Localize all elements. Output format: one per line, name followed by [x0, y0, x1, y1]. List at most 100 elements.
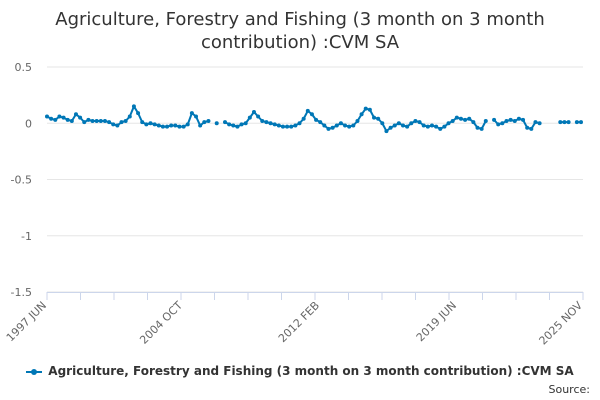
- data-point[interactable]: [305, 108, 310, 113]
- data-point[interactable]: [86, 117, 91, 122]
- data-point[interactable]: [512, 119, 517, 123]
- data-point[interactable]: [458, 116, 463, 121]
- data-point[interactable]: [94, 119, 99, 123]
- data-point[interactable]: [247, 115, 252, 120]
- data-point[interactable]: [256, 114, 261, 119]
- data-point[interactable]: [579, 120, 583, 125]
- data-point[interactable]: [140, 120, 145, 125]
- data-point[interactable]: [115, 123, 120, 128]
- data-point[interactable]: [280, 124, 285, 129]
- data-point[interactable]: [165, 124, 170, 129]
- data-point[interactable]: [111, 122, 116, 127]
- data-point[interactable]: [359, 112, 364, 117]
- data-point[interactable]: [380, 121, 385, 126]
- data-point[interactable]: [268, 121, 273, 126]
- data-point[interactable]: [566, 120, 571, 125]
- data-point[interactable]: [185, 122, 190, 127]
- data-point[interactable]: [330, 125, 335, 130]
- data-point[interactable]: [45, 114, 49, 119]
- data-point[interactable]: [231, 123, 236, 128]
- data-point[interactable]: [417, 120, 422, 125]
- data-point[interactable]: [189, 111, 194, 116]
- data-point[interactable]: [326, 126, 331, 131]
- data-point[interactable]: [65, 117, 70, 122]
- data-point[interactable]: [405, 124, 410, 129]
- data-point[interactable]: [446, 121, 451, 126]
- data-point[interactable]: [98, 119, 103, 123]
- data-point[interactable]: [363, 106, 368, 111]
- data-point[interactable]: [152, 122, 157, 127]
- data-point[interactable]: [334, 123, 339, 128]
- data-point[interactable]: [537, 121, 542, 126]
- data-point[interactable]: [475, 125, 480, 130]
- data-point[interactable]: [318, 120, 323, 125]
- data-point[interactable]: [529, 126, 534, 131]
- data-point[interactable]: [479, 126, 484, 131]
- data-point[interactable]: [314, 117, 319, 122]
- data-point[interactable]: [396, 121, 401, 126]
- data-point[interactable]: [136, 111, 141, 116]
- data-point[interactable]: [388, 125, 393, 130]
- data-point[interactable]: [119, 120, 124, 125]
- data-point[interactable]: [392, 123, 397, 128]
- data-point[interactable]: [574, 120, 579, 125]
- data-point[interactable]: [508, 117, 513, 122]
- data-point[interactable]: [73, 112, 78, 117]
- data-point[interactable]: [309, 112, 314, 117]
- data-point[interactable]: [173, 123, 178, 128]
- data-point[interactable]: [434, 124, 439, 129]
- data-point[interactable]: [198, 123, 203, 128]
- data-point[interactable]: [57, 114, 62, 119]
- data-point[interactable]: [177, 124, 182, 129]
- data-point[interactable]: [251, 110, 256, 114]
- data-point[interactable]: [102, 119, 107, 123]
- data-point[interactable]: [338, 121, 343, 126]
- data-point[interactable]: [276, 123, 281, 128]
- data-point[interactable]: [123, 119, 128, 123]
- data-point[interactable]: [438, 126, 443, 131]
- data-point[interactable]: [194, 114, 199, 119]
- data-point[interactable]: [293, 123, 298, 128]
- data-point[interactable]: [343, 123, 348, 128]
- data-point[interactable]: [500, 121, 505, 126]
- data-point[interactable]: [260, 119, 265, 123]
- data-point[interactable]: [413, 119, 418, 123]
- data-point[interactable]: [322, 123, 327, 128]
- data-point[interactable]: [61, 115, 66, 120]
- data-point[interactable]: [533, 120, 538, 125]
- data-point[interactable]: [521, 117, 526, 122]
- data-point[interactable]: [53, 117, 58, 122]
- data-point[interactable]: [289, 124, 294, 129]
- data-point[interactable]: [297, 121, 302, 126]
- data-point[interactable]: [69, 119, 74, 123]
- data-point[interactable]: [301, 116, 306, 121]
- data-point[interactable]: [376, 116, 381, 121]
- data-point[interactable]: [558, 120, 563, 125]
- data-point[interactable]: [285, 124, 290, 129]
- data-point[interactable]: [525, 125, 530, 130]
- data-point[interactable]: [351, 123, 356, 128]
- data-point[interactable]: [471, 120, 476, 125]
- data-point[interactable]: [347, 124, 352, 129]
- data-point[interactable]: [421, 123, 426, 128]
- data-point[interactable]: [127, 114, 132, 119]
- data-point[interactable]: [235, 124, 240, 129]
- data-point[interactable]: [272, 122, 277, 127]
- data-point[interactable]: [82, 120, 87, 125]
- data-point[interactable]: [90, 119, 95, 123]
- data-point[interactable]: [227, 122, 232, 127]
- data-point[interactable]: [463, 117, 468, 122]
- data-point[interactable]: [562, 120, 567, 125]
- data-point[interactable]: [131, 104, 136, 109]
- data-point[interactable]: [243, 121, 248, 126]
- data-point[interactable]: [492, 117, 497, 122]
- data-point[interactable]: [384, 129, 389, 134]
- data-point[interactable]: [181, 124, 186, 129]
- data-point[interactable]: [214, 121, 219, 126]
- data-point[interactable]: [409, 121, 414, 126]
- data-point[interactable]: [454, 115, 459, 120]
- data-point[interactable]: [504, 119, 509, 123]
- data-point[interactable]: [264, 120, 269, 125]
- data-point[interactable]: [450, 119, 455, 123]
- data-point[interactable]: [202, 120, 207, 125]
